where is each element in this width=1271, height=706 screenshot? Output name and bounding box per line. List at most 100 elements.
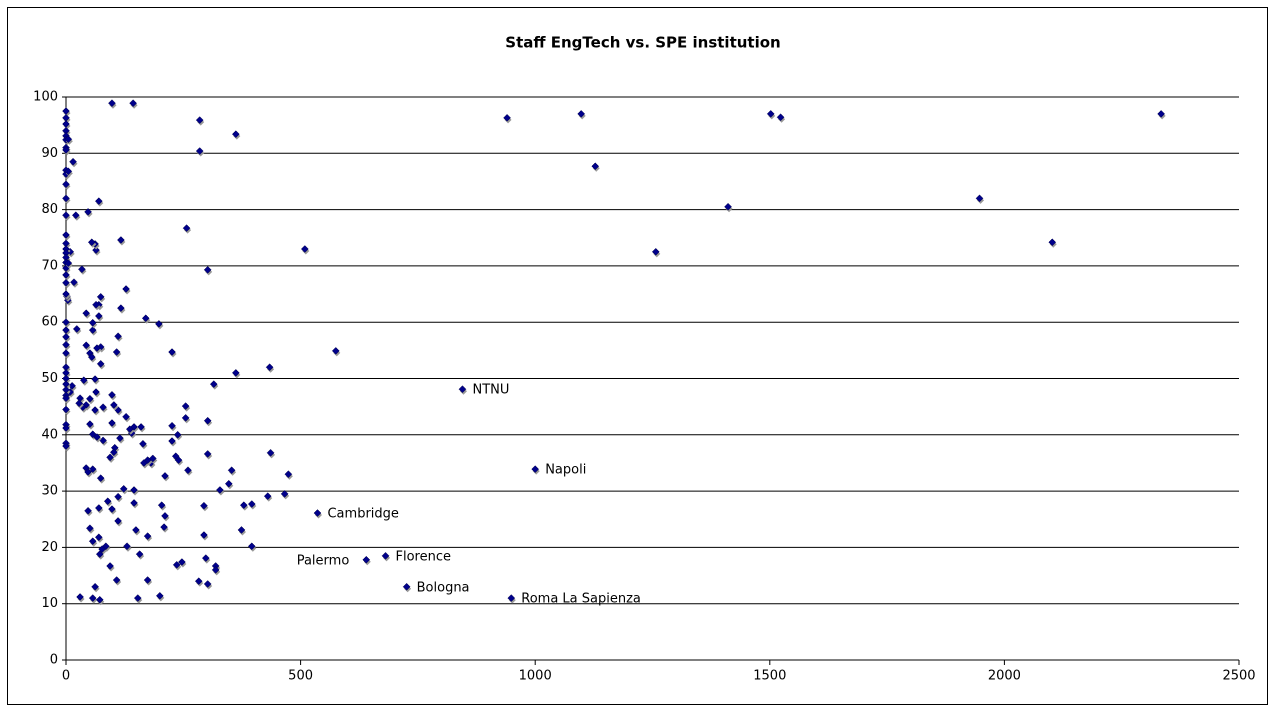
point: [95, 550, 104, 559]
point: [116, 434, 124, 443]
point: [155, 320, 163, 328]
point: [117, 304, 125, 312]
point: [181, 414, 190, 422]
point: [140, 459, 148, 467]
point: [95, 595, 104, 604]
point: [224, 479, 233, 488]
y-tick-label: 50: [41, 371, 58, 386]
point: [62, 424, 70, 432]
point: [112, 576, 121, 584]
point: [108, 505, 116, 513]
point: [247, 542, 256, 551]
point: [64, 167, 73, 176]
point: [125, 425, 134, 434]
point: [181, 402, 190, 410]
point: [591, 162, 600, 171]
point: [168, 437, 176, 445]
annotation: Napoli: [545, 463, 586, 478]
point: [62, 146, 70, 154]
point: [507, 594, 516, 602]
x-tick-label: 500: [288, 669, 313, 684]
point: [203, 450, 212, 458]
point: [106, 562, 114, 570]
y-tick-label: 10: [41, 596, 58, 611]
point: [62, 442, 70, 450]
point: [531, 465, 540, 473]
point: [69, 157, 77, 166]
y-tick-label: 80: [41, 202, 58, 217]
point: [91, 406, 99, 414]
point: [114, 517, 122, 525]
point: [84, 468, 92, 476]
point: [247, 500, 256, 508]
point: [776, 113, 785, 122]
point: [119, 484, 128, 493]
y-tick-label: 40: [41, 427, 58, 442]
point: [86, 394, 94, 403]
point: [76, 593, 84, 601]
point: [78, 265, 86, 274]
point: [114, 332, 122, 341]
point: [62, 211, 70, 220]
point: [62, 278, 70, 287]
point: [94, 533, 103, 542]
point: [70, 278, 78, 287]
point: [1157, 110, 1165, 118]
point: [91, 375, 99, 383]
point: [62, 332, 70, 341]
point: [87, 353, 96, 361]
annotation: Florence: [396, 549, 452, 564]
annotation: Palermo: [297, 553, 350, 568]
point: [108, 419, 116, 427]
point: [96, 293, 105, 301]
point: [86, 524, 94, 533]
point: [135, 550, 144, 559]
point: [75, 399, 83, 408]
point: [194, 577, 203, 586]
point: [231, 369, 240, 377]
point: [173, 430, 182, 439]
point: [62, 180, 70, 189]
point: [93, 344, 101, 352]
point: [458, 385, 467, 394]
x-tick-label: 2500: [1222, 669, 1255, 684]
point: [209, 380, 218, 388]
y-tick-label: 70: [41, 258, 58, 273]
point: [227, 466, 236, 475]
point: [239, 501, 248, 510]
point: [724, 202, 732, 211]
point: [237, 526, 246, 534]
point: [92, 388, 100, 396]
point: [266, 448, 275, 457]
point: [96, 474, 105, 483]
point: [88, 465, 97, 473]
point: [265, 363, 274, 372]
point: [157, 501, 166, 510]
point: [182, 224, 191, 233]
point: [402, 582, 411, 591]
point: [195, 116, 204, 124]
point: [79, 376, 88, 385]
point: [123, 542, 131, 551]
point: [99, 403, 107, 412]
point: [133, 594, 142, 602]
point: [62, 318, 70, 327]
y-tick-label: 0: [50, 653, 58, 668]
point: [103, 497, 112, 506]
point: [84, 207, 92, 216]
point: [143, 532, 152, 540]
point: [94, 504, 103, 512]
point: [122, 412, 130, 421]
y-tick-label: 30: [41, 484, 58, 499]
y-tick-label: 90: [41, 146, 58, 161]
point: [62, 231, 70, 239]
point: [200, 501, 208, 510]
point: [231, 130, 240, 139]
point: [92, 246, 100, 254]
point: [168, 348, 176, 356]
x-tick-label: 0: [62, 669, 70, 684]
point: [62, 271, 70, 279]
point: [129, 99, 137, 108]
point: [82, 309, 91, 318]
